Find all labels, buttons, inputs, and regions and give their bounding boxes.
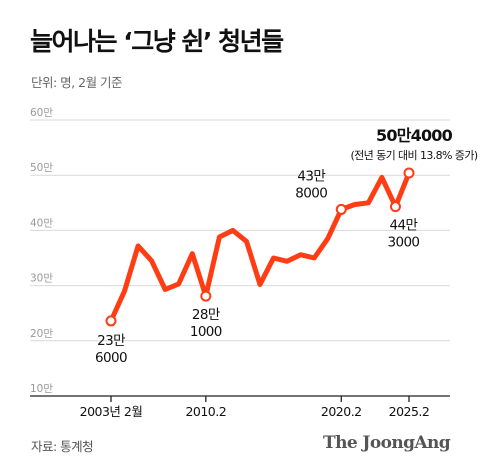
x-tick-label: 2025.2 (389, 404, 430, 419)
annotation-label-value: 50만4000 (376, 126, 453, 145)
annotation-marker (200, 290, 212, 302)
annotation-marker (389, 201, 401, 213)
annotation-marker (335, 203, 347, 215)
x-tick-label: 2010.2 (185, 404, 226, 419)
annotation-label-detail: 6000 (95, 350, 127, 366)
annotation-label-detail: (전년 동기 대비 13.8% 증가) (350, 149, 477, 162)
annotation-marker (105, 315, 117, 327)
y-tick-label: 30만 (30, 273, 53, 285)
x-tick-label: 2020.2 (321, 404, 362, 419)
annotation-marker (403, 167, 415, 179)
annotation-label-value: 28만 (192, 307, 220, 323)
grid (30, 119, 450, 342)
y-tick-label: 60만 (30, 107, 53, 119)
brand-logo: The JoongAng (323, 433, 451, 453)
x-tick-label: 2003년 2월 (80, 404, 143, 419)
annotation-label-value: 44만 (390, 218, 418, 234)
annotation-label-value: 43만 (297, 168, 325, 184)
y-tick-label: 10만 (30, 383, 53, 395)
source-note: 자료: 통계청 (31, 439, 94, 454)
unit-note: 단위: 명, 2월 기준 (31, 75, 123, 90)
chart-title: 늘어나는 ‘그냥 쉰’ 청년들 (30, 27, 284, 56)
y-tick-labels: 10만 20만 30만 40만 50만 60만 (30, 107, 53, 395)
y-tick-label: 40만 (30, 217, 53, 229)
annotation-label-detail: 8000 (295, 185, 327, 201)
y-tick-label: 50만 (30, 162, 53, 174)
x-axis: 2003년 2월 2010.2 2020.2 2025.2 (30, 395, 450, 419)
annotation-markers (105, 167, 415, 327)
series-polyline (108, 170, 412, 324)
annotation-label-detail: 1000 (190, 324, 222, 340)
series-line (108, 170, 412, 324)
annotation-label-value: 23만 (97, 333, 125, 349)
annotation-label-detail: 3000 (387, 235, 419, 251)
y-tick-label: 20만 (30, 328, 53, 340)
